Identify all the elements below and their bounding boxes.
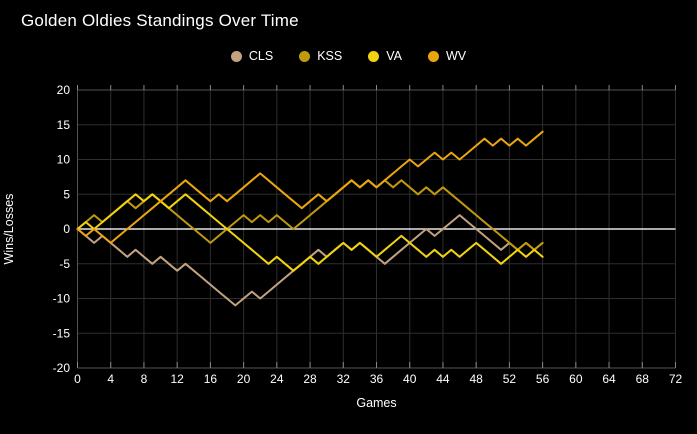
x-tick-label: 60 bbox=[569, 372, 583, 386]
x-tick-label: 24 bbox=[270, 372, 284, 386]
y-tick-label: -15 bbox=[53, 326, 71, 340]
x-tick-label: 4 bbox=[107, 372, 114, 386]
chart-title: Golden Oldies Standings Over Time bbox=[21, 11, 299, 30]
x-tick-label: 72 bbox=[669, 372, 683, 386]
x-tick-label: 36 bbox=[370, 372, 384, 386]
legend-dot-icon bbox=[230, 50, 242, 62]
x-tick-label: 64 bbox=[602, 372, 616, 386]
legend: CLS KSS VA WV bbox=[0, 49, 697, 63]
x-tick-label: 68 bbox=[636, 372, 650, 386]
y-tick-label: 0 bbox=[63, 222, 70, 236]
x-tick-label: 20 bbox=[237, 372, 251, 386]
x-tick-label: 28 bbox=[303, 372, 317, 386]
x-tick-label: 12 bbox=[170, 372, 184, 386]
x-axis-title: Games bbox=[356, 396, 397, 410]
x-tick-label: 56 bbox=[536, 372, 550, 386]
x-tick-label: 8 bbox=[141, 372, 148, 386]
x-tick-label: 52 bbox=[503, 372, 517, 386]
y-tick-label: 5 bbox=[63, 187, 70, 201]
y-tick-label: 15 bbox=[57, 118, 71, 132]
legend-item-label: WV bbox=[445, 49, 467, 63]
x-tick-label: 44 bbox=[436, 372, 450, 386]
y-tick-label: -10 bbox=[53, 292, 71, 306]
x-tick-label: 32 bbox=[337, 372, 351, 386]
y-tick-label: 20 bbox=[57, 83, 71, 97]
y-tick-label: -20 bbox=[53, 361, 71, 375]
legend-dot-icon bbox=[368, 50, 380, 62]
x-tick-label: 16 bbox=[204, 372, 218, 386]
y-axis-title: Wins/Losses bbox=[2, 193, 16, 265]
legend-item-WV[interactable]: WV bbox=[427, 49, 467, 63]
legend-dot-icon bbox=[299, 50, 311, 62]
legend-dot-icon bbox=[427, 50, 439, 62]
y-tick-label: 10 bbox=[57, 153, 71, 167]
x-tick-label: 48 bbox=[469, 372, 483, 386]
x-tick-label: 40 bbox=[403, 372, 417, 386]
series-line-VA bbox=[76, 193, 544, 272]
series-line-WV bbox=[76, 130, 544, 244]
x-tick-label: 0 bbox=[74, 372, 81, 386]
legend-item-label: VA bbox=[386, 49, 402, 63]
legend-item-KSS[interactable]: KSS bbox=[299, 49, 342, 63]
legend-item-label: KSS bbox=[317, 49, 343, 63]
legend-item-CLS[interactable]: CLS bbox=[230, 49, 274, 63]
legend-item-VA[interactable]: VA bbox=[368, 49, 402, 63]
y-tick-label: -5 bbox=[59, 257, 70, 271]
legend-item-label: CLS bbox=[248, 49, 274, 63]
